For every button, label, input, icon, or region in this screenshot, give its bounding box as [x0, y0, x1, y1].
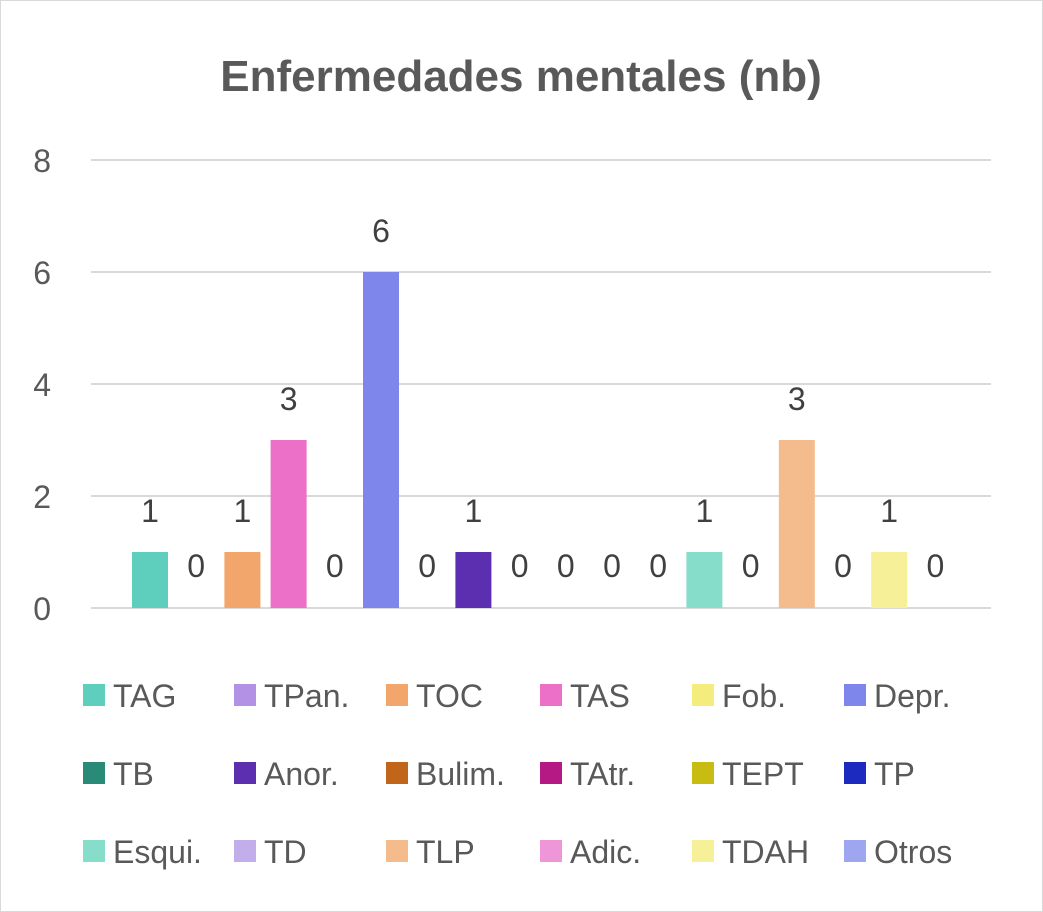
data-label: 0 [603, 548, 621, 584]
legend-label: TP [874, 756, 915, 792]
legend-swatch [692, 762, 714, 784]
data-label: 0 [742, 548, 760, 584]
legend-label: TAtr. [570, 756, 635, 792]
legend-swatch [844, 840, 866, 862]
grid-group [91, 159, 991, 609]
legend-label: TOC [416, 678, 483, 714]
bar-13 [686, 552, 723, 608]
legend-swatch [234, 840, 256, 862]
bar-3 [224, 552, 261, 608]
legend-label: TD [264, 834, 307, 870]
bar-6 [363, 272, 399, 608]
data-label: 0 [834, 548, 852, 584]
bar-8 [455, 552, 492, 608]
legend-swatch [540, 762, 562, 784]
data-label: 6 [372, 213, 390, 249]
y-tick-label: 4 [33, 367, 51, 403]
legend-swatch [83, 840, 105, 862]
legend-swatch [83, 762, 105, 784]
legend-label: Otros [874, 834, 952, 870]
legend-label: TEPT [722, 756, 804, 792]
chart-title: Enfermedades mentales (nb) [220, 52, 822, 101]
data-label: 1 [880, 493, 898, 529]
bar-17 [871, 552, 908, 608]
legend-swatch [386, 762, 408, 784]
data-label: 1 [696, 493, 714, 529]
legend-label: TAG [113, 678, 176, 714]
legend-label: Anor. [264, 756, 339, 792]
legend: TAG TPan. TOC TAS Fob. Depr. TB Anor. Bulim. TAtr… [83, 678, 952, 870]
data-label: 0 [557, 548, 575, 584]
legend-swatch [83, 684, 105, 706]
legend-swatch [234, 762, 256, 784]
legend-swatch [692, 840, 714, 862]
y-axis-ticks: 0 2 4 6 8 [33, 143, 51, 627]
legend-label: Depr. [874, 678, 950, 714]
legend-swatch [540, 684, 562, 706]
legend-label: Bulim. [416, 756, 505, 792]
data-label: 1 [465, 493, 483, 529]
legend-swatch [844, 684, 866, 706]
y-tick-label: 6 [33, 255, 51, 291]
legend-label: TB [113, 756, 154, 792]
legend-swatch [692, 684, 714, 706]
legend-label: Esqui. [113, 834, 202, 870]
legend-swatch [540, 840, 562, 862]
data-label: 1 [234, 493, 252, 529]
legend-swatch [386, 840, 408, 862]
data-label: 0 [927, 548, 945, 584]
legend-swatch [844, 762, 866, 784]
y-tick-label: 8 [33, 143, 51, 179]
legend-label: TLP [416, 834, 475, 870]
data-label: 3 [280, 381, 298, 417]
bar-1 [132, 552, 168, 608]
data-label: 0 [511, 548, 529, 584]
legend-label: Adic. [570, 834, 641, 870]
data-label: 1 [141, 493, 159, 529]
legend-label: TAS [570, 678, 630, 714]
legend-swatch [234, 684, 256, 706]
legend-label: Fob. [722, 678, 786, 714]
y-tick-label: 2 [33, 479, 51, 515]
data-label: 3 [788, 381, 806, 417]
data-label: 0 [649, 548, 667, 584]
bar-15 [778, 440, 815, 608]
legend-swatch [386, 684, 408, 706]
legend-label: TPan. [264, 678, 349, 714]
bar-group [132, 272, 908, 608]
bar-4 [270, 440, 307, 608]
data-label: 0 [326, 548, 344, 584]
data-label: 0 [187, 548, 205, 584]
data-label: 0 [418, 548, 436, 584]
legend-label: TDAH [722, 834, 809, 870]
y-tick-label: 0 [33, 591, 51, 627]
